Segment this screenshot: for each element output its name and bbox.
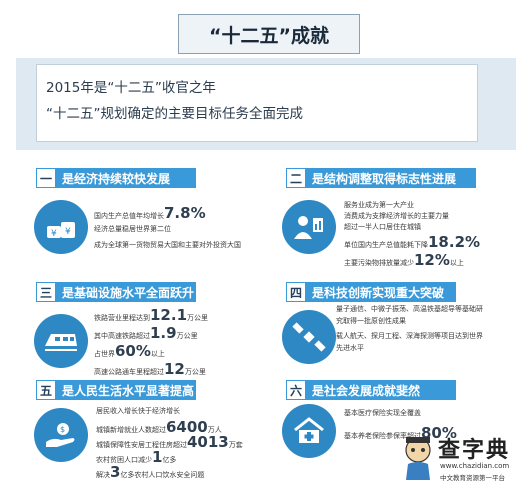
banner-box [36,64,478,142]
s2-line-2: 消费成为支撑经济增长的主要力量 [344,212,449,220]
section-3-heading: 是基础设施水平全面跃升 [62,285,195,300]
s2-line-1: 服务业成为第一大产业 [344,201,414,209]
summary-banner: 2015年是“十二五”收官之年 “十二五”规划确定的主要目标任务全面完成 [16,58,516,150]
page-title: “十二五”成就 [178,14,360,54]
banner-line-2: “十二五”规划确定的主要目标任务全面完成 [46,106,303,122]
s2-line-3: 超过一半人口居住在城镇 [344,223,421,231]
train-icon [34,314,88,368]
section-5-header: 五 是人民生活水平显著提高 [36,380,196,400]
section-6-heading: 是社会发展成就斐然 [312,383,421,398]
s3-line-3: 占世界60%以上 [94,342,165,360]
logo-url: www.chazidian.com [440,462,510,470]
s1-line-1: 国内生产总值年均增长7.8% [94,204,206,222]
section-6-number: 六 [286,380,306,400]
section-2-heading: 是结构调整取得标志性进展 [312,171,457,186]
medical-house-icon [282,404,336,458]
banner-line-1: 2015年是“十二五”收官之年 [46,80,216,96]
svg-text:¥: ¥ [51,229,57,239]
s1-line-3: 成为全球第一货物贸易大国和主要对外投资大国 [94,241,241,249]
s5-line-2: 城镇新增就业人数超过6400万人 [96,418,222,436]
section-6-header: 六 是社会发展成就斐然 [286,380,456,400]
s2-line-5: 主要污染物排放量减少12%以上 [344,251,464,269]
s4-line-2: 究取得一批原创性成果 [336,317,406,325]
section-1-number: 一 [36,168,56,188]
section-4-number: 四 [286,282,306,302]
s4-line-1: 量子通信、中微子振荡、高温铁基超导等基础研 [336,305,483,313]
svg-text:¥: ¥ [65,227,71,237]
s3-line-4: 高速公路通车里程超过12万公里 [94,360,206,378]
section-3-header: 三 是基础设施水平全面跃升 [36,282,196,302]
s3-line-1: 铁路营业里程达到12.1万公里 [94,306,209,324]
section-2-header: 二 是结构调整取得标志性进展 [286,168,476,188]
s5-line-3: 城镇保障性安居工程住房超过4013万套 [96,433,243,451]
s5-line-4: 农村贫困人口减少1亿多 [96,448,177,466]
money-icon: ¥ ¥ [34,200,88,254]
section-2-number: 二 [286,168,306,188]
logo-text: 查字典 [438,438,511,463]
satellite-icon [282,310,336,364]
s4-line-4: 先进水平 [336,344,364,352]
section-3-number: 三 [36,282,56,302]
section-1-heading: 是经济持续较快发展 [62,171,171,186]
logo-tagline: 中文教育资源第一平台 [440,474,505,482]
svg-text:$: $ [60,425,65,434]
hand-coin-icon: $ [34,408,88,462]
section-4-heading: 是科技创新实现重大突破 [312,285,445,300]
s5-line-1: 居民收入增长快于经济增长 [96,407,180,415]
s3-line-2: 其中高速铁路超过1.9万公里 [94,324,198,342]
section-5-number: 五 [36,380,56,400]
person-chart-icon [282,200,336,254]
section-5-heading: 是人民生活水平显著提高 [62,383,195,398]
s5-line-5: 解决3亿多农村人口饮水安全问题 [96,463,205,481]
s4-line-3: 载人航天、探月工程、深海探测等项目达到世界 [336,332,483,340]
section-4-header: 四 是科技创新实现重大突破 [286,282,456,302]
section-1-header: 一 是经济持续较快发展 [36,168,196,188]
s2-line-4: 单位国内生产总值能耗下降18.2% [344,233,481,251]
s6-line-1: 基本医疗保险实现全覆盖 [344,409,421,417]
s1-line-2: 经济总量稳居世界第二位 [94,225,171,233]
mascot-icon [405,437,431,480]
chazidian-logo: 查字典 www.chazidian.com 中文教育资源第一平台 [400,432,520,488]
